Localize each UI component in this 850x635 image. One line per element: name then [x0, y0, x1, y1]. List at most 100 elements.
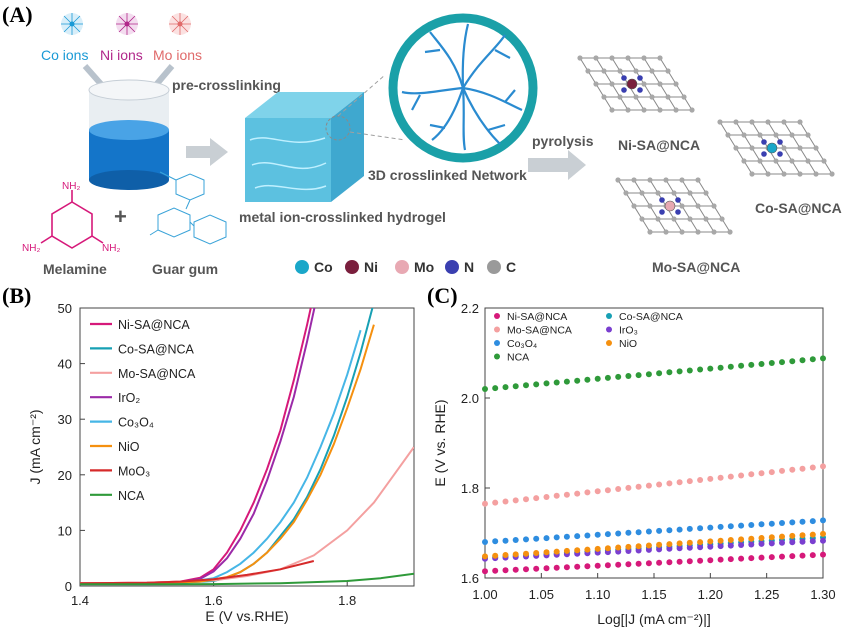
- data-point: [543, 535, 550, 542]
- data-point: [799, 518, 806, 525]
- atom-legend-label: N: [464, 259, 474, 275]
- panel-c-label: (C): [427, 283, 458, 308]
- data-point: [738, 555, 745, 562]
- atom-legend-label: Co: [314, 259, 333, 275]
- data-point: [594, 375, 601, 382]
- data-point: [492, 385, 499, 392]
- data-point: [697, 557, 704, 564]
- series-line: [80, 308, 312, 585]
- ni-ion-icon: [116, 13, 138, 35]
- guar-gum-label: Guar gum: [152, 261, 218, 277]
- zoom-line-2: [349, 131, 406, 141]
- data-point: [512, 497, 519, 504]
- data-point: [768, 554, 775, 561]
- data-point: [799, 532, 806, 539]
- x-tick-label: 1.25: [754, 587, 779, 602]
- ni-sa-sheet-icon: [577, 55, 695, 113]
- legend-swatch: [494, 353, 500, 360]
- data-point: [523, 566, 529, 573]
- data-point: [563, 378, 570, 385]
- data-point: [584, 376, 591, 383]
- legend-swatch: [494, 326, 500, 333]
- data-point: [768, 469, 775, 476]
- series-line: [80, 324, 375, 585]
- melamine-nh2-top: NH₂: [62, 181, 80, 192]
- legend-label: Co₃O₄: [118, 416, 154, 430]
- data-point: [686, 558, 693, 565]
- data-point: [779, 467, 785, 474]
- series-points-group: [482, 517, 826, 545]
- data-point: [523, 536, 529, 543]
- data-point: [758, 540, 765, 547]
- series-line: [80, 572, 414, 586]
- legend-label: Co-SA@NCA: [118, 342, 195, 356]
- data-point: [676, 558, 683, 565]
- melamine-nh2-right: NH₂: [102, 243, 120, 254]
- x-tick-label: 1.15: [641, 587, 666, 602]
- data-point: [502, 498, 509, 505]
- data-point: [758, 521, 765, 528]
- data-point: [666, 369, 673, 376]
- data-point: [625, 548, 632, 554]
- co-ions-label: Co ions: [41, 47, 88, 63]
- data-point: [523, 382, 529, 389]
- atom-legend-label: C: [506, 259, 516, 275]
- data-point: [543, 565, 550, 572]
- melamine-structure: [40, 190, 104, 249]
- legend-label: Co₃O₄: [507, 338, 537, 350]
- data-point: [492, 567, 499, 574]
- data-point: [820, 355, 826, 362]
- legend-label: NiO: [619, 338, 637, 350]
- data-point: [707, 365, 714, 372]
- data-point: [738, 522, 745, 529]
- beaker-icon: [88, 79, 170, 190]
- data-point: [533, 565, 540, 572]
- data-point: [748, 541, 755, 548]
- data-point: [768, 534, 775, 541]
- data-point: [748, 361, 755, 368]
- data-point: [820, 463, 826, 470]
- data-point: [697, 477, 704, 483]
- data-point: [789, 519, 796, 526]
- data-point: [502, 567, 509, 574]
- zoom-line: [337, 74, 386, 117]
- data-point: [492, 499, 499, 506]
- data-point: [717, 474, 724, 481]
- data-point: [676, 540, 683, 547]
- data-point: [717, 556, 724, 563]
- data-point: [482, 500, 488, 507]
- data-point: [574, 563, 581, 570]
- ni-atom-icon: [345, 260, 359, 274]
- data-point: [676, 368, 683, 375]
- data-point: [645, 560, 652, 567]
- data-point: [502, 552, 509, 558]
- data-point: [574, 490, 581, 497]
- atom-legend-co: Co: [295, 259, 333, 275]
- axis-ticks: 1.00 1.05 1.10 1.15 1.20 1.25 1.30 1.6 1.8 2.0 2.2: [461, 301, 836, 602]
- data-point: [748, 555, 755, 562]
- x-tick-label: 1.30: [810, 587, 835, 602]
- data-point: [707, 538, 714, 545]
- data-point: [820, 517, 826, 524]
- data-point: [635, 547, 642, 554]
- data-point: [799, 538, 806, 545]
- x-tick-label: 1.8: [338, 593, 356, 608]
- y-tick-label: 2.0: [461, 391, 479, 406]
- plus-sign: +: [114, 204, 127, 229]
- legend-swatch: [606, 340, 612, 346]
- atom-legend-n: N: [445, 259, 474, 275]
- data-point: [748, 522, 755, 528]
- x-tick-label: 1.10: [585, 587, 610, 602]
- data-point: [553, 548, 560, 555]
- data-point: [768, 540, 775, 547]
- data-point: [697, 539, 704, 546]
- legend: Ni-SA@NCA Co-SA@NCA Mo-SA@NCA IrO₂ Co₃O₄ NiO M…: [90, 318, 196, 503]
- data-point: [594, 488, 601, 495]
- data-point: [820, 537, 826, 544]
- data-point: [615, 548, 622, 555]
- data-point: [604, 562, 611, 569]
- data-point: [727, 537, 734, 543]
- data-point: [604, 531, 611, 538]
- data-point: [584, 489, 591, 496]
- data-point: [615, 561, 622, 568]
